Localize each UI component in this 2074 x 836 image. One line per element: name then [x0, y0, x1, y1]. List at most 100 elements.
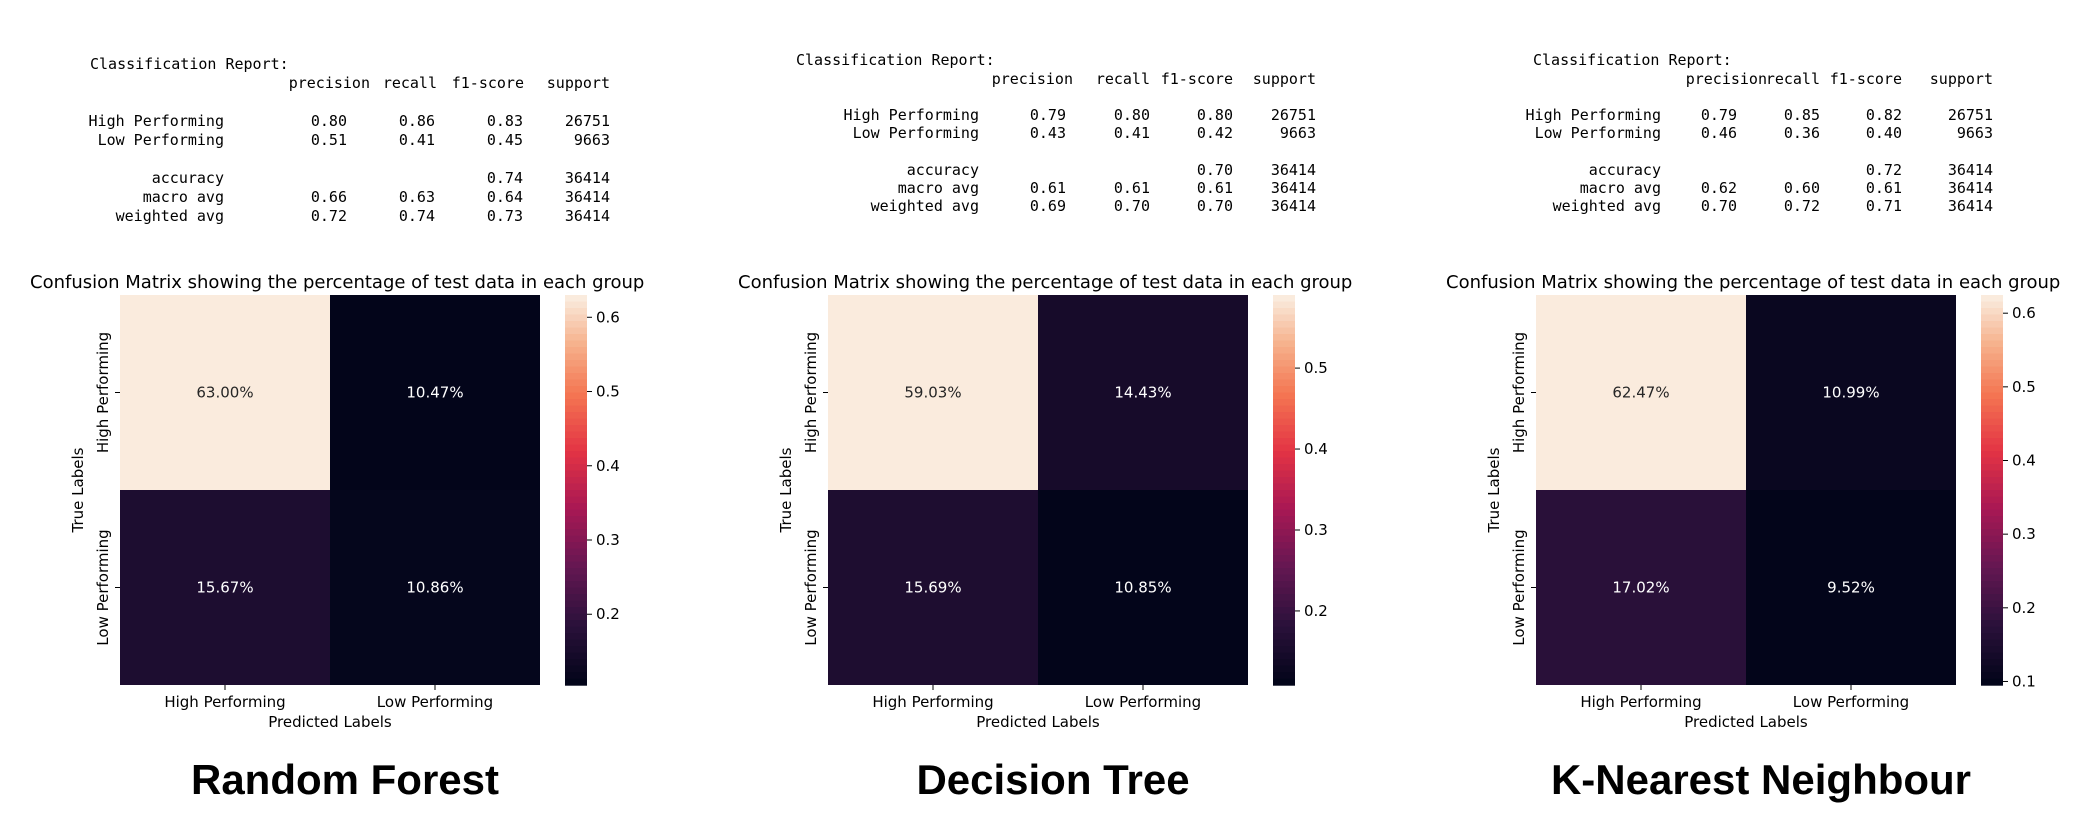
- confusion-matrix: 62.47% 10.99% 17.02% 9.52% High Performing Lo…: [1416, 295, 2074, 735]
- colorbar-segment: [1273, 516, 1295, 524]
- row-label: accuracy: [906, 161, 979, 179]
- cell: 0.71: [1865, 197, 1902, 215]
- colorbar-segment: [1981, 444, 2003, 452]
- y-tick-label: High Performing: [1510, 332, 1528, 453]
- colorbar-segment: [1981, 678, 2003, 686]
- colorbar-segment: [1273, 334, 1295, 342]
- colorbar-segment: [1981, 581, 2003, 589]
- cell: 36414: [1947, 161, 1993, 179]
- heatmap-cell: [1746, 490, 1956, 685]
- colorbar-segment: [565, 542, 587, 550]
- colorbar-segment: [565, 607, 587, 615]
- cell: 26751: [564, 112, 610, 130]
- cell: 0.72: [310, 207, 347, 225]
- colorbar-segment: [1273, 405, 1295, 413]
- y-axis-label: True Labels: [1485, 447, 1503, 533]
- colorbar-segment: [1981, 399, 2003, 407]
- heatmap-svg: 63.00% 10.47% 15.67% 10.86% High Performing L…: [69, 295, 620, 731]
- cell: 0.45: [486, 131, 523, 149]
- colorbar-segment: [565, 418, 587, 426]
- colorbar-tick-label: 0.1: [2012, 672, 2036, 690]
- colorbar-segment: [565, 646, 587, 654]
- colorbar-segment: [1981, 295, 2003, 303]
- colorbar-segment: [565, 477, 587, 485]
- heatmap-cell: [1536, 295, 1746, 490]
- cell: 0.51: [310, 131, 347, 149]
- heatmap-svg: 59.03% 14.43% 15.69% 10.85% High Performing L…: [777, 295, 1328, 731]
- colorbar-segment: [1273, 574, 1295, 582]
- colorbar-segment: [1981, 529, 2003, 537]
- x-tick-label: Low Performing: [377, 693, 493, 711]
- colorbar-segment: [1981, 568, 2003, 576]
- colorbar-segment: [1981, 490, 2003, 498]
- colorbar-segment: [1273, 360, 1295, 368]
- colorbar-segment: [1981, 314, 2003, 322]
- classification-report: Classification Report: precision recall …: [1526, 51, 1993, 231]
- colorbar-segment: [1981, 412, 2003, 420]
- colorbar-segment: [1273, 665, 1295, 673]
- report-title: Classification Report:: [796, 51, 995, 69]
- colorbar-segment: [565, 535, 587, 543]
- row-label: High Performing: [88, 112, 224, 130]
- colorbar-segment: [565, 555, 587, 563]
- cell: 36414: [564, 188, 610, 206]
- cell: 9663: [1956, 124, 1993, 142]
- colorbar-segment: [1273, 431, 1295, 439]
- colorbar-segment: [1981, 646, 2003, 654]
- colorbar-segment: [1273, 425, 1295, 433]
- colorbar-segment: [1273, 613, 1295, 621]
- cell: 0.70: [1113, 197, 1150, 215]
- colorbar-segment: [565, 613, 587, 621]
- colorbar-segment: [565, 412, 587, 420]
- colorbar-segment: [565, 503, 587, 511]
- classification-report: Classification Report: precision recall …: [796, 51, 1316, 231]
- colorbar-tick-label: 0.5: [2012, 378, 2036, 396]
- colorbar-segment: [1981, 451, 2003, 459]
- colorbar-segment: [1273, 646, 1295, 654]
- colorbar-segment: [565, 295, 587, 303]
- colorbar-segment: [565, 451, 587, 459]
- y-tick-label: Low Performing: [1510, 529, 1528, 645]
- colorbar-segment: [565, 457, 587, 465]
- panel-random-forest: Classification Report: precision recall …: [0, 0, 690, 836]
- colorbar-segment: [565, 321, 587, 329]
- colorbar-segment: [565, 659, 587, 667]
- colorbar-segment: [1981, 464, 2003, 472]
- colorbar-segment: [565, 470, 587, 478]
- colorbar-tick-label: 0.5: [1304, 359, 1328, 377]
- header-recall: recall: [382, 74, 437, 92]
- row-label: High Performing: [843, 106, 979, 124]
- colorbar-segment: [1273, 399, 1295, 407]
- colorbar-segment: [1273, 600, 1295, 608]
- colorbar-segment: [1273, 464, 1295, 472]
- colorbar-segment: [1981, 672, 2003, 680]
- colorbar-segment: [1981, 555, 2003, 563]
- colorbar-segment: [1981, 366, 2003, 374]
- y-tick-label: High Performing: [802, 332, 820, 453]
- colorbar-segment: [1981, 516, 2003, 524]
- header-f1: f1-score: [451, 74, 524, 92]
- row-label: weighted avg: [870, 197, 979, 215]
- cell: 0.70: [1196, 197, 1233, 215]
- colorbar-segment: [1273, 483, 1295, 491]
- colorbar-segment: [1981, 600, 2003, 608]
- cell-value-label: 59.03%: [904, 384, 961, 402]
- colorbar-segment: [565, 386, 587, 394]
- colorbar-segment: [1273, 347, 1295, 355]
- colorbar-segment: [1981, 626, 2003, 634]
- chart-title: Confusion Matrix showing the percentage …: [738, 272, 1353, 293]
- colorbar-segment: [565, 314, 587, 322]
- colorbar-segment: [1981, 470, 2003, 478]
- cell: 0.41: [398, 131, 435, 149]
- header-f1: f1-score: [1160, 70, 1233, 88]
- cell: 0.61: [1113, 179, 1150, 197]
- colorbar-segment: [1273, 379, 1295, 387]
- colorbar-segment: [1273, 386, 1295, 394]
- colorbar-segment: [1273, 470, 1295, 478]
- colorbar-segment: [565, 405, 587, 413]
- confusion-matrix: 63.00% 10.47% 15.67% 10.86% High Performing L…: [0, 295, 690, 735]
- colorbar-segment: [1273, 308, 1295, 316]
- heatmap-cell: [1746, 295, 1956, 490]
- cell: 36414: [1270, 161, 1316, 179]
- colorbar-segment: [1273, 555, 1295, 563]
